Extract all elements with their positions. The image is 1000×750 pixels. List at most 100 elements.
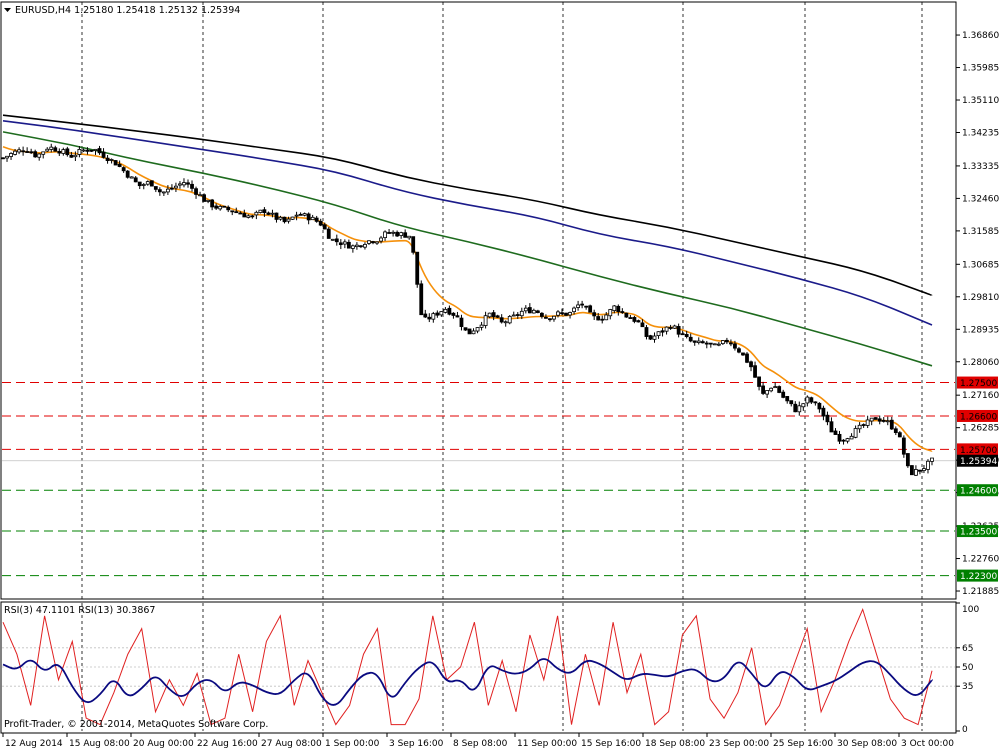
candle-down <box>423 313 428 318</box>
candle-up <box>853 428 858 438</box>
candle-up <box>278 216 283 220</box>
candle-down <box>395 231 400 237</box>
candle-down <box>809 397 814 403</box>
rsi-tick-label: 100 <box>962 605 979 615</box>
candle-down <box>274 212 279 220</box>
candle-down <box>644 327 649 337</box>
rsi-tick-label: 65 <box>962 644 973 654</box>
candle-down <box>761 385 765 394</box>
ma-green-line <box>2 131 933 367</box>
candle-up <box>206 199 211 202</box>
candle-up <box>37 153 42 158</box>
candle-down <box>548 318 552 321</box>
candle-up <box>302 213 307 216</box>
candle-down <box>897 432 902 438</box>
candle-down <box>419 283 424 316</box>
candle-down <box>861 424 866 426</box>
candle-up <box>479 324 484 328</box>
candle-up <box>286 218 291 222</box>
symbol-dropdown-icon[interactable] <box>4 8 11 12</box>
candle-up <box>198 194 202 197</box>
candle-down <box>157 189 162 193</box>
candle-up <box>773 386 778 389</box>
candle-down <box>829 421 834 433</box>
candle-up <box>174 185 178 189</box>
rsi13-line <box>2 658 933 706</box>
candle-down <box>749 361 753 368</box>
time-tick-label: 1 Sep 00:00 <box>325 739 380 749</box>
candle-down <box>729 342 733 345</box>
candle-down <box>708 342 713 345</box>
candle-down <box>491 312 496 318</box>
candle-down <box>262 209 267 214</box>
candle-up <box>310 216 315 221</box>
candle-up <box>531 309 536 314</box>
support-resistance-lines <box>2 382 955 577</box>
price-level-tag <box>957 484 998 497</box>
candle-down <box>789 400 794 405</box>
candle-down <box>69 154 74 158</box>
candle-down <box>700 341 705 344</box>
candle-down <box>346 241 351 249</box>
candle-up <box>849 435 854 440</box>
candle-up <box>443 308 448 313</box>
candle-down <box>636 320 641 323</box>
candle-up <box>141 184 146 186</box>
rsi-axis: 100 65 50 35 0 <box>956 602 979 735</box>
price-level-tags: 1.27500 1.26600 1.25700 1.24600 1.23500 1.223… <box>957 376 998 582</box>
candle-down <box>210 199 215 208</box>
price-level-tag <box>957 454 998 467</box>
candle-down <box>170 187 174 190</box>
candle-down <box>451 312 456 316</box>
rsi-panel-frame <box>0 601 957 734</box>
candle-down <box>680 333 685 336</box>
main-panel-frame <box>0 1 957 600</box>
price-level-tag-text: 1.24600 <box>960 487 997 497</box>
time-tick-label: 11 Sep 00:00 <box>517 739 577 749</box>
candle-up <box>363 243 367 248</box>
candle-up <box>254 211 259 216</box>
candle-down <box>101 151 106 158</box>
time-tick-label: 27 Aug 08:00 <box>261 739 322 749</box>
price-level-tag <box>957 569 998 582</box>
candle-down <box>149 180 154 187</box>
candle-down <box>737 348 741 353</box>
candle-down <box>459 317 464 327</box>
price-tick-label: 1.35110 <box>962 96 999 106</box>
candle-down <box>833 430 838 435</box>
candle-up <box>431 313 436 320</box>
candle-down <box>620 311 625 313</box>
candle-down <box>190 183 194 189</box>
candle-up <box>330 238 335 241</box>
candle-down <box>57 151 62 154</box>
candle-down <box>592 312 597 317</box>
candle-up <box>350 245 355 249</box>
candle-up <box>471 330 476 335</box>
candle-down <box>741 352 745 356</box>
candle-down <box>660 330 665 333</box>
candle-up <box>165 188 170 193</box>
candle-down <box>544 316 548 319</box>
rsi-tick-label: 0 <box>962 725 968 735</box>
candle-down <box>33 151 38 158</box>
candle-up <box>523 307 528 312</box>
price-tick-label: 1.35985 <box>962 64 999 74</box>
time-tick-label: 3 Sep 16:00 <box>389 739 444 749</box>
candle-down <box>777 386 782 393</box>
price-tick-label: 1.22760 <box>962 555 999 565</box>
candle-up <box>716 343 721 346</box>
candle-up <box>13 150 17 155</box>
candle-down <box>234 211 239 214</box>
candle-down <box>371 241 375 244</box>
candle-down <box>202 194 206 202</box>
candle-down <box>322 224 327 230</box>
candle-down <box>359 245 363 248</box>
candle-up <box>407 235 412 239</box>
price-level-tag-text: 1.26600 <box>960 412 997 422</box>
candle-down <box>214 205 219 209</box>
time-tick-label: 8 Sep 08:00 <box>453 739 508 749</box>
candle-down <box>53 147 58 152</box>
candle-down <box>813 401 818 404</box>
candle-down <box>1 157 5 160</box>
